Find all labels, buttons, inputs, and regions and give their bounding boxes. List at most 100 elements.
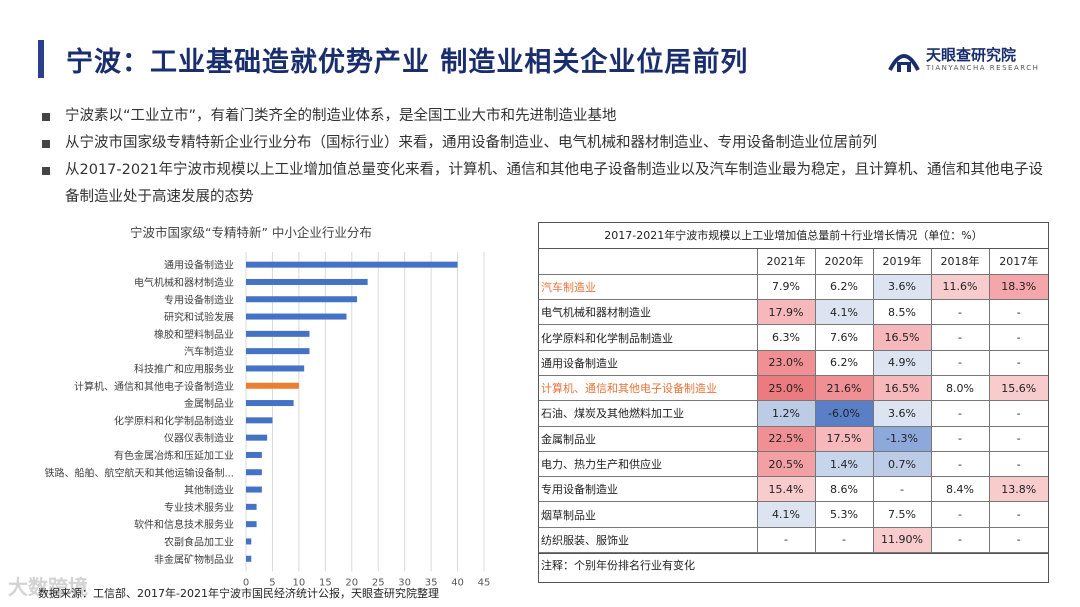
industry-name-cell: 烟草制品业 [539, 501, 758, 528]
growth-value-cell: 4.9% [872, 349, 932, 376]
category-label: 研究和试验发展 [164, 311, 234, 324]
growth-value-cell: - [988, 299, 1048, 326]
table-row: 通用设备制造业 23.0% 6.2% 4.9% - - [539, 349, 1048, 376]
growth-value-cell: 15.6% [988, 374, 1048, 402]
table-row: 化学原料和化学制品制造业 6.3% 7.6% 16.5% - - [539, 324, 1048, 351]
industry-name-cell: 电力、热力生产和供应业 [539, 450, 758, 478]
x-tick-label: 15 [319, 577, 332, 588]
growth-value-cell: -1.3% [872, 425, 932, 452]
growth-value-cell: 21.6% [814, 374, 874, 402]
growth-value-cell: 8.5% [872, 299, 932, 326]
chart-title: 宁波市国家级“专精特新” 中小企业行业分布 [130, 225, 372, 240]
growth-value-cell: - [930, 501, 990, 528]
growth-value-cell: 25.0% [756, 374, 816, 402]
bar [246, 278, 368, 285]
industry-name-cell: 计算机、通信和其他电子设备制造业 [539, 374, 758, 402]
source-footnote: 数据来源：工信部、2017年-2021年宁波市国民经济统计公报，天眼查研究院整理 [38, 587, 439, 600]
category-label: 金属制品业 [184, 397, 234, 410]
growth-value-cell: 1.4% [814, 450, 874, 478]
category-label: 仪器仪表制造业 [164, 432, 234, 445]
table-row: 烟草制品业 4.1% 5.3% 7.5% - - [539, 501, 1048, 528]
category-label: 橡胶和塑料制品业 [154, 328, 234, 341]
bar [246, 348, 310, 355]
growth-value-cell: 17.5% [814, 425, 874, 452]
year-header: 2019年 [872, 249, 932, 275]
table-header-row: 2021年 2020年 2019年 2018年 2017年 [539, 249, 1048, 275]
table-row: 金属制品业 22.5% 17.5% -1.3% - - [539, 425, 1048, 452]
category-label: 有色金属冶炼和压延加工业 [114, 449, 234, 462]
growth-value-cell: 7.6% [814, 324, 874, 351]
logo-subtitle: TIANYANCHA RESEARCH [926, 64, 1040, 72]
bar [246, 486, 262, 493]
table-row: 汽车制造业 7.9% 6.2% 3.6% 11.6% 18.3% [539, 273, 1048, 301]
growth-value-cell: 23.0% [756, 349, 816, 376]
bullet-item: 从2017-2021年宁波市规模以上工业增加值总量变化来看，计算机、通信和其他电… [40, 157, 1050, 211]
category-label: 科技推广和应用服务业 [134, 362, 234, 375]
growth-value-cell: 15.4% [756, 476, 816, 503]
table-row: 计算机、通信和其他电子设备制造业 25.0% 21.6% 16.5% 8.0% 15.6% [539, 374, 1048, 402]
x-tick-label: 0 [243, 577, 249, 588]
logo-name: 天眼查研究院 [926, 46, 1017, 64]
category-label: 铁路、船舶、航空航天和其他运输设备制... [44, 466, 234, 479]
growth-table: 2021年 2020年 2019年 2018年 2017年 汽车制造业 7.9% 6.2% 3.… [539, 249, 1048, 554]
industry-name-cell: 化学原料和化学制品制造业 [539, 324, 758, 351]
growth-value-cell: 11.90% [872, 526, 932, 554]
year-header: 2017年 [988, 249, 1048, 275]
growth-value-cell: 7.5% [872, 501, 932, 528]
category-label: 计算机、通信和其他电子设备制造业 [74, 380, 234, 393]
bar [246, 555, 252, 562]
table-note: 注释：个别年份排名行业有变化 [539, 553, 1048, 577]
table-row: 电气机械和器材制造业 17.9% 4.1% 8.5% - - [539, 299, 1048, 326]
x-tick-label: 30 [398, 577, 411, 588]
category-label: 软件和信息技术服务业 [134, 518, 234, 531]
growth-value-cell: - [930, 425, 990, 452]
bar [246, 469, 262, 476]
growth-value-cell: 22.5% [756, 425, 816, 452]
category-label: 专业技术服务业 [164, 501, 234, 514]
table-row: 专用设备制造业 15.4% 8.6% -8.4% 13.8% [539, 476, 1048, 503]
growth-value-cell: - [988, 526, 1048, 554]
industry-name-cell: 汽车制造业 [539, 273, 758, 301]
x-tick-label: 45 [478, 577, 491, 588]
category-label: 通用设备制造业 [164, 259, 234, 272]
growth-value-cell: 16.5% [872, 374, 932, 402]
category-label: 其他制造业 [184, 484, 234, 497]
category-label: 化学原料和化学制品制造业 [114, 414, 234, 427]
x-tick-label: 25 [372, 577, 385, 588]
category-label: 电气机械和器材制造业 [134, 276, 234, 289]
bullet-item: 从宁波市国家级专精特新企业行业分布（国标行业）来看，通用设备制造业、电气机械和器… [40, 130, 1050, 157]
growth-value-cell: - [988, 324, 1048, 351]
growth-value-cell: -6.0% [814, 400, 874, 427]
growth-value-cell: 6.2% [814, 349, 874, 376]
bar [246, 451, 262, 458]
bar [246, 313, 347, 320]
industry-name-cell: 纺织服装、服饰业 [539, 526, 758, 554]
industry-name-cell: 电气机械和器材制造业 [539, 299, 758, 326]
eye-logo-icon [888, 54, 920, 72]
category-label: 农副食品加工业 [164, 535, 234, 548]
growth-value-cell: 18.3% [988, 273, 1048, 301]
x-tick-label: 10 [293, 577, 306, 588]
growth-value-cell: - [988, 349, 1048, 376]
growth-value-cell: - [930, 324, 990, 351]
growth-value-cell: 16.5% [872, 324, 932, 351]
bar [246, 400, 294, 407]
industry-name-cell: 专用设备制造业 [539, 476, 758, 503]
industry-name-cell: 通用设备制造业 [539, 349, 758, 376]
page-title: 宁波：工业基础造就优势产业 制造业相关企业位居前列 [66, 47, 749, 78]
bar [246, 296, 358, 303]
title-accent-bar [38, 40, 44, 78]
growth-value-cell: - [930, 349, 990, 376]
bar [246, 261, 458, 268]
growth-table-panel: 2017-2021年宁波市规模以上工业增加值总量前十行业增长情况（单位：%） 2… [538, 222, 1049, 583]
brand-logo: 天眼查研究院 TIANYANCHA RESEARCH [888, 44, 1058, 78]
bar [246, 538, 252, 545]
category-label: 汽车制造业 [184, 345, 234, 358]
table-row: 电力、热力生产和供应业 20.5% 1.4% 0.7% - - [539, 450, 1048, 478]
bar [246, 503, 257, 510]
growth-value-cell: - [930, 299, 990, 326]
industry-bar-chart: 0 5 10 15 20 25 30 35 40 45 通用设备制造业电气机械和器材制造业专用设备制… [44, 252, 491, 588]
bar [246, 365, 305, 372]
growth-value-cell: 0.7% [872, 450, 932, 478]
category-label: 非金属矿物制品业 [154, 553, 234, 566]
